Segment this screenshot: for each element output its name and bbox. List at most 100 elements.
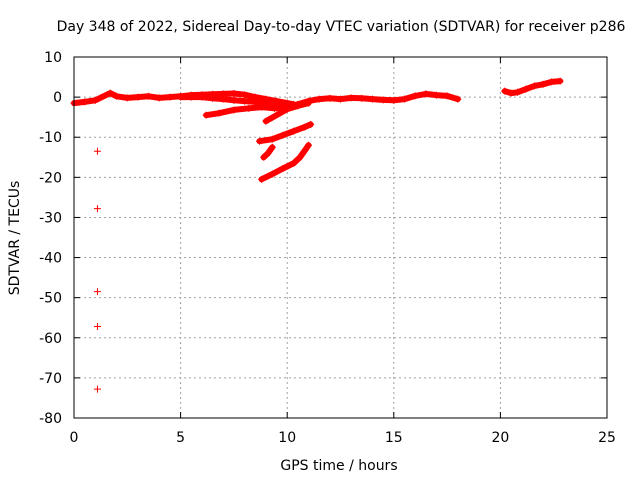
data-point-plus-marker [166, 93, 174, 101]
data-point-plus-marker [422, 90, 430, 98]
data-point-plus-marker [230, 96, 238, 104]
data-point-plus-marker [268, 143, 276, 151]
y-tick-label: -50 [39, 291, 62, 307]
data-point-plus-marker [283, 105, 291, 113]
data-point-plus-marker [230, 90, 238, 98]
data-point-plus-marker [556, 77, 564, 85]
data-point-plus-marker [513, 88, 521, 96]
y-tick-label: -20 [39, 170, 62, 186]
data-point-plus-marker [268, 135, 276, 143]
data-point-plus-marker [123, 94, 131, 102]
series-track-d [262, 99, 313, 125]
y-tick-label: -60 [39, 331, 62, 347]
series-track-e [255, 120, 315, 145]
data-point-plus-marker [326, 94, 334, 102]
data-point-plus-marker [251, 98, 259, 106]
data-point-plus-marker [268, 170, 276, 178]
data-point-plus-marker [400, 95, 408, 103]
x-tick-label: 10 [278, 430, 296, 446]
data-point-plus-marker [93, 385, 101, 393]
y-tick-label: -70 [39, 371, 62, 387]
data-point-plus-marker [93, 205, 101, 213]
data-layer [70, 77, 564, 393]
data-point-plus-marker [255, 137, 263, 145]
data-point-plus-marker [264, 149, 272, 157]
data-point-plus-marker [358, 94, 366, 102]
data-point-plus-marker [81, 98, 89, 106]
data-point-plus-marker [241, 91, 249, 99]
data-point-plus-marker [300, 123, 308, 131]
y-tick-label: 10 [44, 50, 62, 66]
data-point-plus-marker [390, 96, 398, 104]
data-point-plus-marker [106, 89, 114, 97]
data-point-plus-marker [279, 165, 287, 173]
data-point-plus-marker [305, 99, 313, 107]
data-point-plus-marker [198, 93, 206, 101]
x-tick-label: 25 [598, 430, 616, 446]
x-tick-label: 20 [491, 430, 509, 446]
data-point-plus-marker [155, 94, 163, 102]
x-tick-label: 15 [385, 430, 403, 446]
data-point-plus-marker [294, 102, 302, 110]
data-point-plus-marker [507, 89, 515, 97]
data-point-plus-marker [260, 153, 268, 161]
series-outliers [93, 147, 101, 393]
data-point-plus-marker [93, 147, 101, 155]
data-point-plus-marker [300, 147, 308, 155]
data-point-plus-marker [305, 141, 313, 149]
data-point-plus-marker [522, 85, 530, 93]
data-point-plus-marker [443, 92, 451, 100]
data-point-plus-marker [241, 97, 249, 105]
data-point-plus-marker [202, 111, 210, 119]
data-point-plus-marker [215, 109, 223, 117]
y-tick-label: -30 [39, 210, 62, 226]
data-point-plus-marker [379, 96, 387, 104]
series-track-g [258, 141, 313, 183]
x-axis-label: GPS time / hours [280, 458, 397, 474]
data-point-plus-marker [93, 288, 101, 296]
data-point-plus-marker [454, 95, 462, 103]
data-point-plus-marker [113, 92, 121, 100]
data-point-plus-marker [432, 91, 440, 99]
y-tick-label: 0 [53, 90, 62, 106]
data-point-plus-marker [177, 93, 185, 101]
y-axis-label: SDTVAR / TECUs [7, 181, 23, 296]
data-point-plus-marker [245, 104, 253, 112]
data-point-plus-marker [91, 96, 99, 104]
data-point-plus-marker [145, 92, 153, 100]
series-track-f [260, 143, 276, 161]
data-point-plus-marker [187, 93, 195, 101]
x-tick-label: 0 [70, 430, 79, 446]
x-tick-label: 5 [176, 430, 185, 446]
data-point-plus-marker [307, 120, 315, 128]
data-point-plus-marker [279, 131, 287, 139]
data-point-plus-marker [258, 103, 266, 111]
data-point-plus-marker [270, 104, 278, 112]
y-tick-label: -80 [39, 411, 62, 427]
series-track-h [501, 77, 564, 97]
data-point-plus-marker [368, 95, 376, 103]
data-point-plus-marker [296, 153, 304, 161]
data-point-plus-marker [134, 93, 142, 101]
data-point-plus-marker [230, 106, 238, 114]
y-tick-label: -40 [39, 251, 62, 267]
data-point-plus-marker [290, 159, 298, 167]
data-point-plus-marker [539, 80, 547, 88]
y-tick-label: -10 [39, 130, 62, 146]
data-point-plus-marker [315, 95, 323, 103]
data-point-plus-marker [209, 94, 217, 102]
data-point-plus-marker [219, 95, 227, 103]
data-point-plus-marker [548, 78, 556, 86]
series-track-c [202, 90, 462, 119]
data-point-plus-marker [258, 175, 266, 183]
data-point-plus-marker [501, 87, 509, 95]
data-point-plus-marker [273, 111, 281, 119]
data-point-plus-marker [337, 95, 344, 103]
data-point-plus-marker [411, 92, 419, 100]
data-point-plus-marker [262, 117, 270, 125]
data-point-plus-marker [347, 94, 355, 102]
data-point-plus-marker [531, 82, 539, 90]
axis-layer: 0 5 10 15 20 25 10 0 -10 -20 -30 -40 -50 -60 -70 -80 [39, 50, 616, 446]
